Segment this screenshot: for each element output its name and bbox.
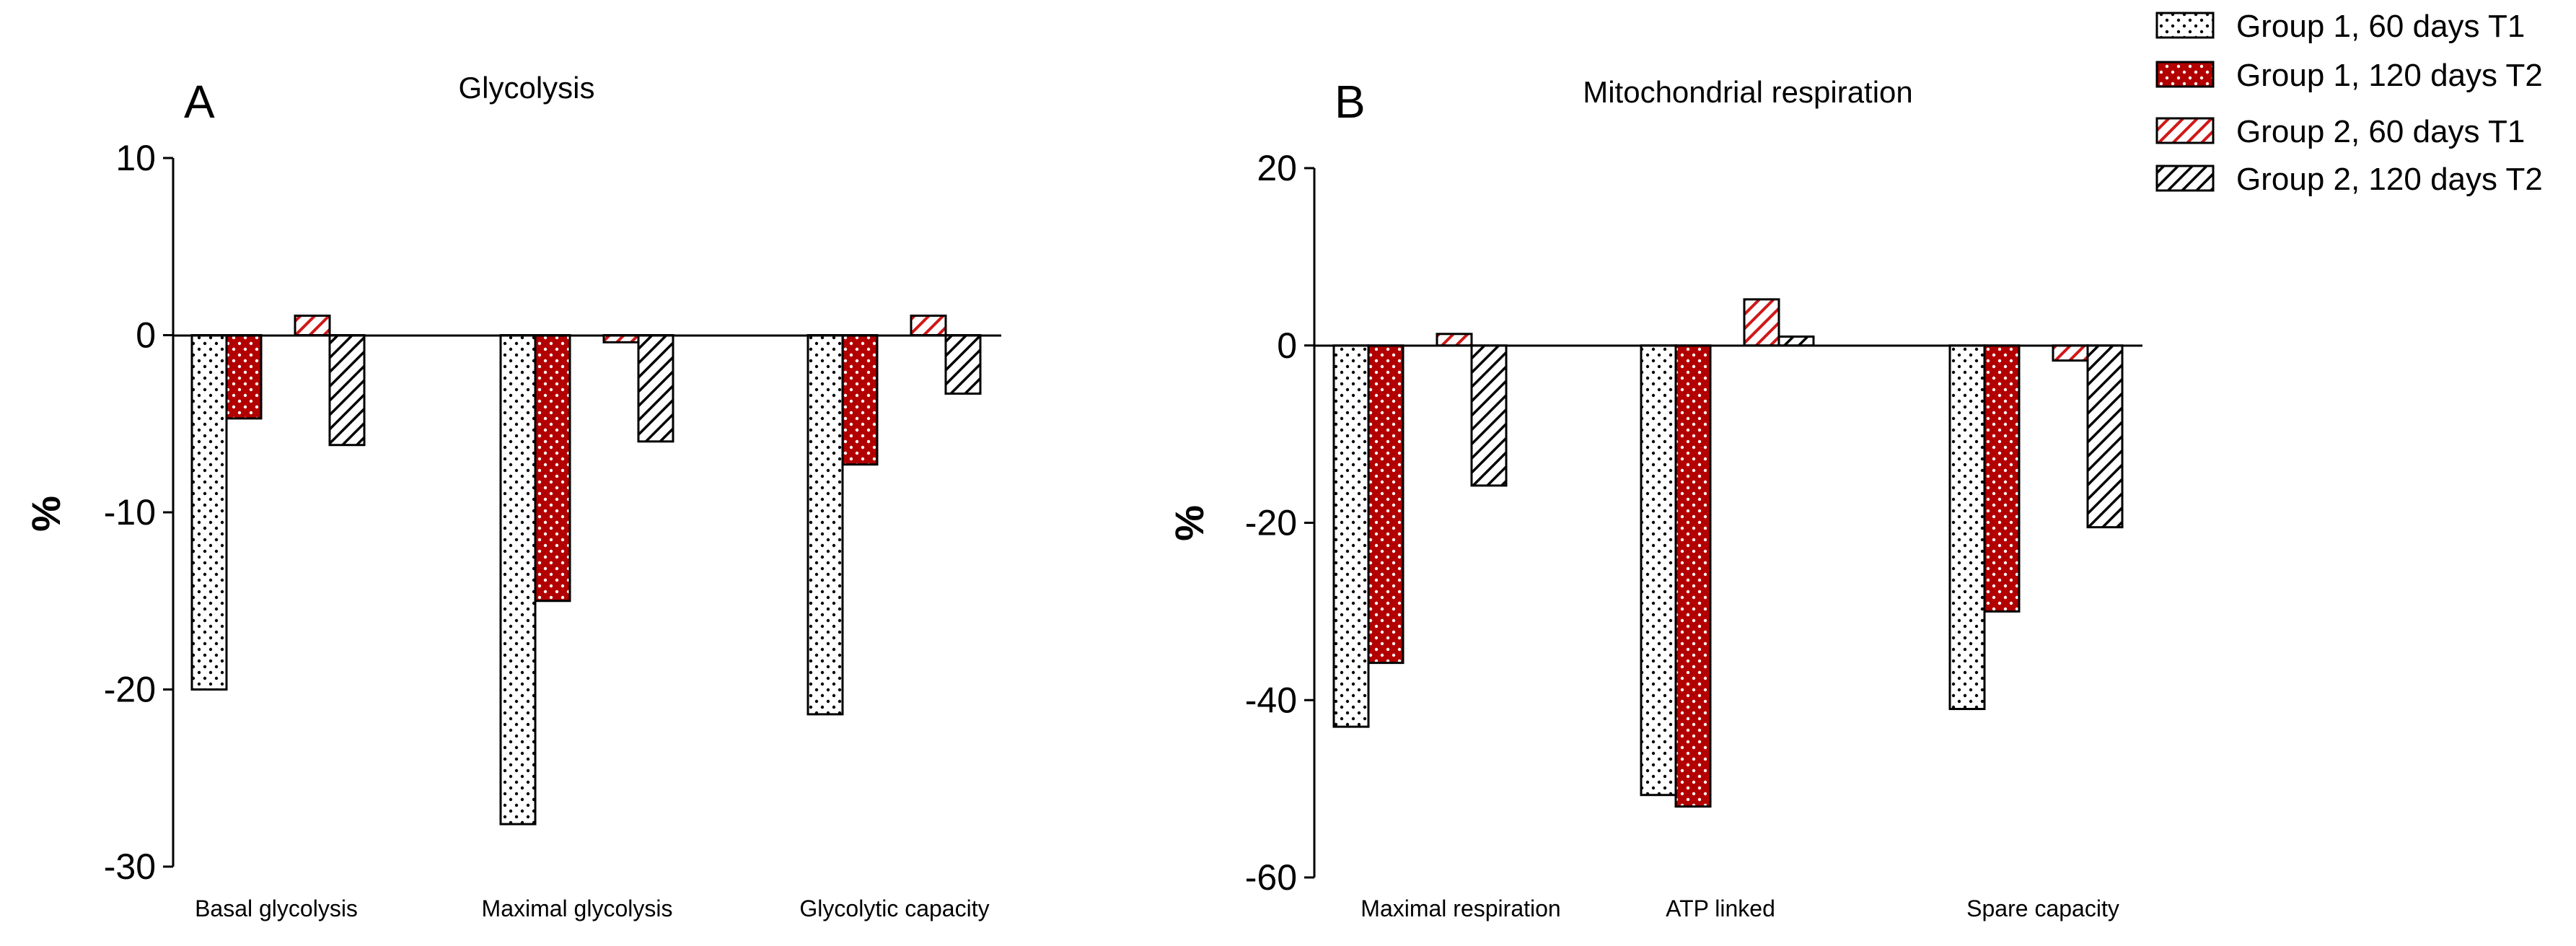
category-label: Maximal glycolysis: [482, 895, 673, 921]
bar-maximal-respiration-series-1: [1332, 344, 1370, 728]
bar-glycolytic-capacity-series-3: [910, 314, 947, 336]
bar-spare-capacity-series-4: [2086, 344, 2124, 529]
legend-swatch: [2155, 61, 2215, 88]
panel-b-category-labels: Maximal respiration ATP linked Spare capac…: [1360, 895, 2119, 921]
category-label: Spare capacity: [1966, 895, 2119, 921]
bar-maximal-glycolysis-series-4: [637, 334, 674, 443]
panel-a-letter: A: [184, 76, 215, 128]
bar-atp-linked-series-1: [1640, 344, 1677, 797]
bar-glycolytic-capacity-series-4: [944, 334, 982, 395]
y-tick-label: 0: [1277, 325, 1297, 366]
bar-basal-glycolysis-series-3: [294, 314, 331, 336]
panel-a-category-labels: Basal glycolysis Maximal glycolysis Glycol…: [195, 895, 990, 921]
panel-b-ylabel: %: [1166, 505, 1212, 541]
bar-basal-glycolysis-series-4: [328, 334, 366, 447]
bar-glycolytic-capacity-series-1: [806, 334, 844, 716]
panel-b-ticks: 20 0 -20 -40 -60: [1245, 148, 1314, 898]
panel-b: B Mitochondrial respiration % 20 0 -20 -40 -…: [1166, 75, 2142, 921]
y-tick-label: 0: [136, 315, 156, 356]
legend-swatch: [2155, 12, 2215, 39]
panel-a: A Glycolysis % 10 0 -10 -20 -30 Basal glycol…: [23, 71, 1001, 921]
panel-b-bars: [1332, 298, 2124, 808]
legend-label: Group 2, 120 days T2: [2236, 162, 2543, 197]
y-tick-label: -10: [104, 492, 156, 533]
bar-glycolytic-capacity-series-2: [841, 334, 879, 466]
y-tick-label: -60: [1245, 857, 1297, 898]
category-label: ATP linked: [1666, 895, 1775, 921]
y-tick-label: 10: [115, 138, 156, 178]
panel-a-ylabel: %: [23, 496, 69, 532]
bar-spare-capacity-series-3: [2052, 344, 2089, 362]
panel-a-title: Glycolysis: [458, 71, 594, 105]
y-tick-label: -20: [104, 670, 156, 710]
y-tick-label: -30: [104, 846, 156, 887]
panel-a-ticks: 10 0 -10 -20 -30: [104, 138, 173, 887]
y-tick-label: -40: [1245, 680, 1297, 720]
bar-atp-linked-series-3: [1743, 298, 1780, 347]
bar-atp-linked-series-2: [1674, 344, 1712, 808]
legend-swatch: [2155, 165, 2215, 192]
panel-b-title: Mitochondrial respiration: [1583, 75, 1913, 109]
y-tick-label: 20: [1257, 148, 1297, 188]
y-tick-label: -20: [1245, 503, 1297, 543]
category-label: Basal glycolysis: [195, 895, 358, 921]
category-label: Maximal respiration: [1360, 895, 1560, 921]
legend-label: Group 1, 60 days T1: [2236, 9, 2525, 44]
bar-basal-glycolysis-series-2: [225, 334, 263, 420]
bar-atp-linked-series-4: [1777, 335, 1815, 347]
category-label: Glycolytic capacity: [799, 895, 989, 921]
bar-maximal-respiration-series-2: [1367, 344, 1405, 665]
bar-maximal-glycolysis-series-2: [534, 334, 571, 603]
bar-spare-capacity-series-1: [1948, 344, 1986, 711]
panel-b-letter: B: [1335, 76, 1366, 128]
bar-maximal-glycolysis-series-1: [499, 334, 537, 825]
legend-swatch: [2155, 117, 2215, 144]
bar-basal-glycolysis-series-1: [190, 334, 228, 691]
bar-spare-capacity-series-2: [1983, 344, 2021, 613]
panel-a-bars: [190, 314, 982, 825]
bar-maximal-respiration-series-3: [1436, 333, 1473, 347]
bar-maximal-respiration-series-4: [1470, 344, 1508, 487]
legend: Group 1, 60 days T1 Group 1, 120 days T2 G…: [2155, 9, 2543, 197]
legend-label: Group 1, 120 days T2: [2236, 58, 2543, 93]
legend-label: Group 2, 60 days T1: [2236, 114, 2525, 149]
